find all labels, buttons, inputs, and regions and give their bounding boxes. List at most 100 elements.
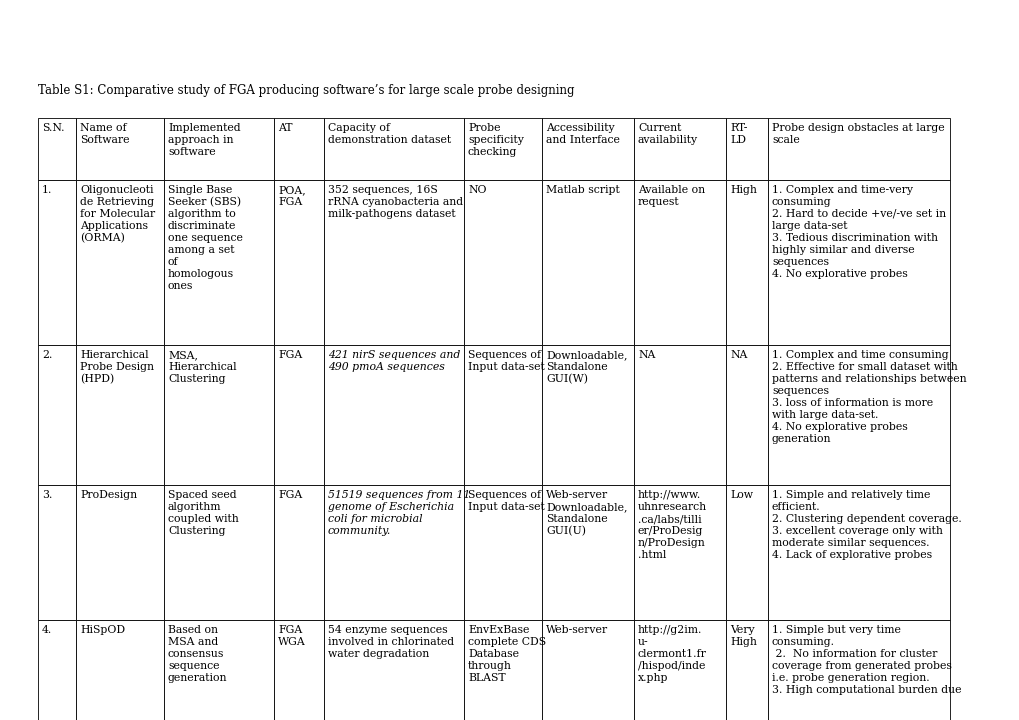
Text: 1. Simple and relatively time
efficient.
2. Clustering dependent coverage.
3. ex: 1. Simple and relatively time efficient.… xyxy=(771,490,961,560)
Text: 2.: 2. xyxy=(42,350,52,360)
Text: NA: NA xyxy=(730,350,747,360)
Bar xyxy=(76,180,164,345)
Text: Sequences of
Input data-set: Sequences of Input data-set xyxy=(468,350,544,372)
Bar xyxy=(541,118,634,180)
Text: Accessibility
and Interface: Accessibility and Interface xyxy=(545,123,620,145)
Bar xyxy=(541,620,634,720)
Text: FGA
WGA: FGA WGA xyxy=(278,625,306,647)
Text: RT-
LD: RT- LD xyxy=(730,123,747,145)
Bar xyxy=(767,118,949,180)
Text: 51519 sequences from 11
genome of Escherichia
coli for microbial
community.: 51519 sequences from 11 genome of Escher… xyxy=(328,490,470,536)
Text: http://g2im.
u-
clermont1.fr
/hispod/inde
x.php: http://g2im. u- clermont1.fr /hispod/ind… xyxy=(637,625,706,683)
Text: Table S1: Comparative study of FGA producing software’s for large scale probe de: Table S1: Comparative study of FGA produ… xyxy=(38,84,574,97)
Text: AT: AT xyxy=(278,123,292,133)
Text: Hierarchical
Probe Design
(HPD): Hierarchical Probe Design (HPD) xyxy=(79,350,154,384)
Bar xyxy=(464,118,541,180)
Text: FGA: FGA xyxy=(278,490,302,500)
Text: EnvExBase
complete CDS
Database
through
BLAST: EnvExBase complete CDS Database through … xyxy=(468,625,545,683)
Bar xyxy=(274,118,324,180)
Bar xyxy=(464,345,541,485)
Text: 352 sequences, 16S
rRNA cyanobacteria and
milk-pathogens dataset: 352 sequences, 16S rRNA cyanobacteria an… xyxy=(328,185,463,219)
Bar xyxy=(38,180,76,345)
Bar xyxy=(38,345,76,485)
Bar xyxy=(324,345,464,485)
Bar xyxy=(274,345,324,485)
Text: Oligonucleoti
de Retrieving
for Molecular
Applications
(ORMA): Oligonucleoti de Retrieving for Molecula… xyxy=(79,185,155,243)
Text: Web-server: Web-server xyxy=(545,625,607,635)
Text: Implemented
approach in
software: Implemented approach in software xyxy=(168,123,240,157)
Bar xyxy=(274,485,324,620)
Bar xyxy=(726,620,767,720)
Text: 54 enzyme sequences
involved in chlorinated
water degradation: 54 enzyme sequences involved in chlorina… xyxy=(328,625,453,659)
Bar xyxy=(324,620,464,720)
Text: Based on
MSA and
consensus
sequence
generation: Based on MSA and consensus sequence gene… xyxy=(168,625,227,683)
Bar xyxy=(634,345,726,485)
Text: High: High xyxy=(730,185,756,195)
Text: FGA: FGA xyxy=(278,350,302,360)
Bar xyxy=(164,118,274,180)
Text: Sequences of
Input data-set: Sequences of Input data-set xyxy=(468,490,544,512)
Bar xyxy=(164,180,274,345)
Bar xyxy=(324,180,464,345)
Bar xyxy=(726,180,767,345)
Text: Single Base
Seeker (SBS)
algorithm to
discriminate
one sequence
among a set
of
h: Single Base Seeker (SBS) algorithm to di… xyxy=(168,185,243,292)
Bar xyxy=(76,118,164,180)
Text: Low: Low xyxy=(730,490,752,500)
Bar xyxy=(38,620,76,720)
Bar xyxy=(164,345,274,485)
Bar xyxy=(726,118,767,180)
Text: Very
High: Very High xyxy=(730,625,756,647)
Text: NO: NO xyxy=(468,185,486,195)
Bar xyxy=(634,485,726,620)
Bar xyxy=(464,485,541,620)
Bar xyxy=(164,485,274,620)
Bar xyxy=(767,620,949,720)
Text: ProDesign: ProDesign xyxy=(79,490,137,500)
Bar xyxy=(767,485,949,620)
Text: S.N.: S.N. xyxy=(42,123,64,133)
Text: Probe design obstacles at large
scale: Probe design obstacles at large scale xyxy=(771,123,944,145)
Text: POA,
FGA: POA, FGA xyxy=(278,185,306,207)
Bar xyxy=(464,620,541,720)
Bar xyxy=(38,118,76,180)
Text: Name of
Software: Name of Software xyxy=(79,123,129,145)
Text: 1. Simple but very time
consuming.
 2.  No information for cluster
coverage from: 1. Simple but very time consuming. 2. No… xyxy=(771,625,961,695)
Bar xyxy=(541,485,634,620)
Text: Probe
specificity
checking: Probe specificity checking xyxy=(468,123,524,157)
Text: HiSpOD: HiSpOD xyxy=(79,625,125,635)
Text: 4.: 4. xyxy=(42,625,52,635)
Text: Spaced seed
algorithm
coupled with
Clustering: Spaced seed algorithm coupled with Clust… xyxy=(168,490,238,536)
Text: Matlab script: Matlab script xyxy=(545,185,620,195)
Bar xyxy=(634,180,726,345)
Bar xyxy=(726,485,767,620)
Bar xyxy=(274,620,324,720)
Bar xyxy=(726,345,767,485)
Text: Downloadable,
Standalone
GUI(W): Downloadable, Standalone GUI(W) xyxy=(545,350,627,384)
Text: 1. Complex and time-very
consuming
2. Hard to decide +ve/-ve set in
large data-s: 1. Complex and time-very consuming 2. Ha… xyxy=(771,185,946,279)
Text: 3.: 3. xyxy=(42,490,52,500)
Text: NA: NA xyxy=(637,350,655,360)
Bar xyxy=(634,620,726,720)
Text: Capacity of
demonstration dataset: Capacity of demonstration dataset xyxy=(328,123,450,145)
Text: 1.: 1. xyxy=(42,185,52,195)
Bar xyxy=(634,118,726,180)
Bar xyxy=(164,620,274,720)
Text: Web-server
Downloadable,
Standalone
GUI(U): Web-server Downloadable, Standalone GUI(… xyxy=(545,490,627,536)
Bar xyxy=(274,180,324,345)
Bar xyxy=(38,485,76,620)
Text: http://www.
uhnresearch
.ca/labs/tilli
er/ProDesig
n/ProDesign
.html: http://www. uhnresearch .ca/labs/tilli e… xyxy=(637,490,706,560)
Text: MSA,
Hierarchical
Clustering: MSA, Hierarchical Clustering xyxy=(168,350,236,384)
Bar xyxy=(767,180,949,345)
Text: Current
availability: Current availability xyxy=(637,123,697,145)
Bar xyxy=(324,118,464,180)
Bar xyxy=(76,485,164,620)
Text: 1. Complex and time consuming
2. Effective for small dataset with
patterns and r: 1. Complex and time consuming 2. Effecti… xyxy=(771,350,966,444)
Text: Available on
request: Available on request xyxy=(637,185,704,207)
Text: 421 nirS sequences and
490 pmoA sequences: 421 nirS sequences and 490 pmoA sequence… xyxy=(328,350,460,372)
Bar xyxy=(541,180,634,345)
Bar xyxy=(464,180,541,345)
Bar xyxy=(541,345,634,485)
Bar xyxy=(76,345,164,485)
Bar xyxy=(76,620,164,720)
Bar xyxy=(324,485,464,620)
